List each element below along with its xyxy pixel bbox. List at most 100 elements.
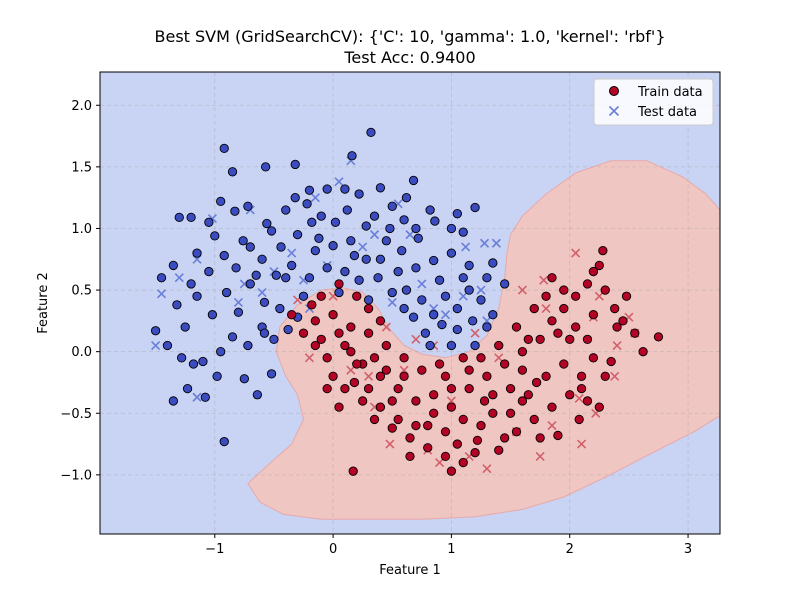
test-point-class0	[417, 279, 427, 289]
train-point-class0	[385, 223, 395, 234]
train-point-class0	[231, 263, 241, 273]
train-point-class1	[529, 303, 539, 314]
train-point-class0	[446, 223, 457, 234]
train-point-class0	[488, 310, 498, 320]
test-point-class1	[385, 439, 395, 449]
test-point-class0	[479, 238, 490, 248]
test-point-class1	[547, 421, 557, 431]
train-point-class1	[348, 466, 358, 476]
train-point-class1	[517, 396, 528, 406]
train-point-class1	[352, 291, 362, 301]
train-point-class0	[437, 319, 447, 330]
train-point-class1	[358, 396, 368, 406]
train-point-class0	[399, 303, 409, 314]
test-point-class1	[435, 457, 445, 468]
train-point-class0	[354, 275, 364, 285]
train-point-class0	[488, 258, 498, 268]
train-point-class0	[219, 436, 229, 447]
train-point-class1	[582, 279, 593, 289]
train-point-class1	[553, 328, 563, 338]
train-point-class0	[283, 324, 293, 335]
train-point-class0	[408, 175, 419, 186]
test-point-class0	[476, 285, 486, 295]
train-point-class1	[576, 383, 587, 394]
train-point-class0	[411, 263, 421, 273]
train-point-class1	[440, 371, 451, 381]
train-point-class0	[245, 242, 255, 252]
train-point-class1	[494, 340, 504, 351]
train-point-class0	[470, 202, 480, 213]
train-point-class1	[423, 420, 433, 431]
train-point-class0	[408, 312, 419, 322]
y-tick-label: −1.0	[60, 468, 92, 483]
train-point-class1	[535, 433, 545, 443]
train-point-class0	[216, 347, 226, 357]
train-point-class0	[266, 226, 277, 236]
train-point-class0	[458, 273, 468, 283]
train-point-class1	[375, 316, 386, 326]
train-point-class0	[425, 340, 435, 351]
test-point-class0	[334, 177, 344, 187]
train-point-class0	[393, 266, 403, 277]
train-point-class0	[328, 241, 338, 251]
train-point-class1	[559, 359, 569, 369]
x-tick-label: 2	[566, 542, 574, 557]
train-point-class0	[259, 328, 270, 338]
test-point-class0	[491, 238, 501, 248]
train-point-class1	[541, 291, 551, 301]
train-point-class1	[600, 285, 610, 295]
train-point-class0	[458, 227, 468, 237]
train-point-class0	[238, 236, 248, 246]
train-point-class1	[464, 365, 474, 375]
train-point-class0	[172, 300, 182, 310]
train-point-class0	[168, 260, 179, 271]
train-point-class0	[452, 324, 462, 335]
legend-test-label: Test data	[637, 105, 697, 120]
test-point-class1	[364, 371, 374, 381]
test-point-class0	[310, 193, 320, 203]
train-point-class0	[269, 334, 279, 344]
train-point-class1	[334, 328, 344, 338]
train-point-class1	[423, 443, 433, 453]
train-point-class0	[316, 211, 326, 221]
train-point-class0	[176, 353, 187, 363]
train-point-class1	[310, 316, 320, 326]
train-point-class1	[464, 383, 474, 394]
y-tick-label: 0.5	[71, 284, 92, 299]
train-point-class1	[638, 347, 648, 357]
train-point-class0	[470, 340, 480, 351]
train-point-class0	[347, 151, 357, 161]
train-point-class0	[276, 242, 286, 252]
test-point-class1	[571, 248, 581, 258]
train-point-class0	[342, 205, 352, 215]
train-point-class1	[494, 445, 504, 455]
train-point-class1	[458, 353, 468, 363]
train-point-class1	[488, 390, 498, 400]
test-point-class0	[287, 248, 297, 258]
train-point-class1	[458, 414, 468, 425]
train-point-class0	[180, 322, 190, 332]
train-point-class1	[476, 353, 486, 363]
train-point-class1	[458, 457, 468, 468]
train-point-class0	[233, 307, 244, 317]
train-point-class0	[230, 206, 240, 216]
train-point-class0	[219, 250, 229, 261]
train-point-class0	[304, 273, 315, 283]
train-point-class1	[375, 402, 386, 412]
train-point-class1	[553, 430, 563, 441]
train-point-class1	[588, 353, 599, 363]
test-point-class0	[461, 242, 471, 252]
train-point-class1	[479, 396, 490, 406]
train-point-class0	[334, 287, 344, 298]
train-point-class0	[168, 396, 179, 406]
chart-subtitle: Test Acc: 0.9400	[344, 48, 476, 67]
train-point-class0	[452, 209, 462, 219]
train-point-class1	[547, 402, 557, 412]
train-point-class1	[340, 340, 350, 351]
test-point-class1	[494, 353, 504, 363]
train-point-class1	[630, 328, 640, 338]
train-point-class0	[212, 371, 222, 381]
train-point-class0	[425, 205, 435, 215]
train-point-class1	[440, 427, 451, 437]
train-point-class0	[150, 326, 161, 336]
